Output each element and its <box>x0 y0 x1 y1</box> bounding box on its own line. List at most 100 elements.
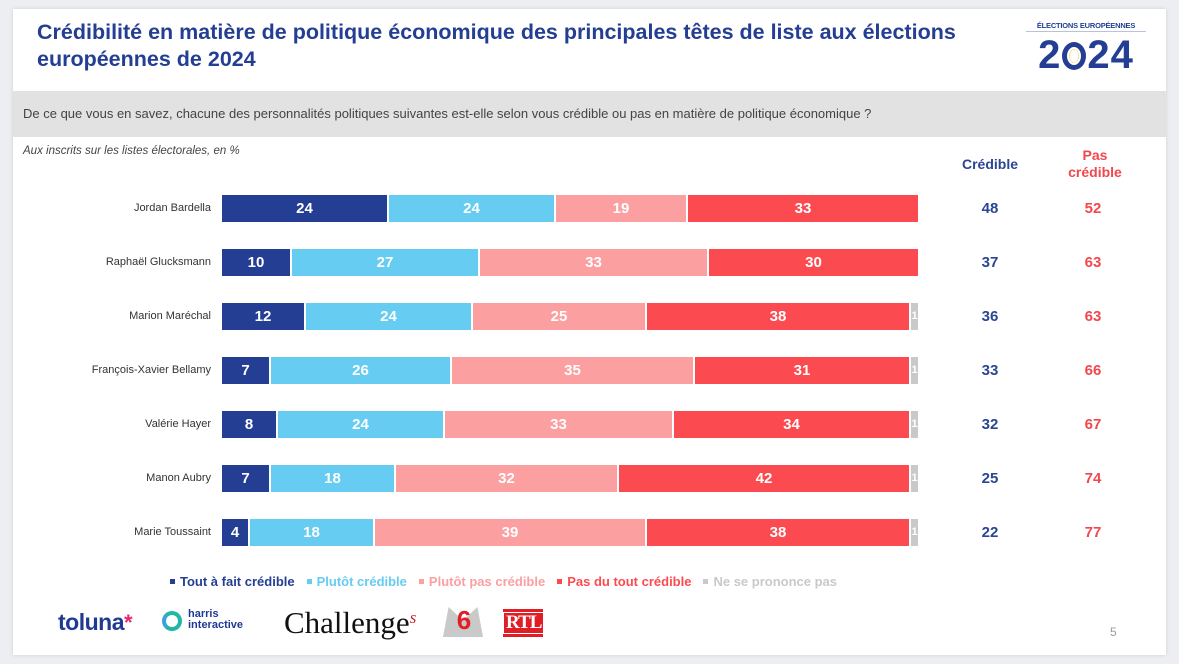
category-label: Raphaël Glucksmann <box>105 256 211 268</box>
challenges-logo-text: Challenge <box>284 605 410 640</box>
bar-segment-tout-a-fait-credible: 8 <box>222 411 278 438</box>
bar-segment-plutot-credible: 18 <box>250 519 375 546</box>
bar-segment-ne-se-prononce-pas: 1 <box>911 357 918 384</box>
column-header-pas-credible: Pas crédible <box>1050 147 1140 181</box>
column-header-pas-line2: crédible <box>1068 164 1122 180</box>
bar-segment-plutot-credible: 24 <box>389 195 556 222</box>
legend-swatch-icon <box>170 579 175 584</box>
logo-year-post: 24 <box>1087 33 1134 77</box>
bar-segment-plutot-pas-credible: 33 <box>480 249 709 276</box>
bar-segment-plutot-credible: 24 <box>278 411 445 438</box>
category-label: Valérie Hayer <box>145 418 211 430</box>
stacked-bar: 8 24 33 34 1 <box>222 411 918 438</box>
elections-2024-logo: ÉLECTIONS EUROPÉENNES 2 24 <box>1026 15 1146 75</box>
legend-label: Plutôt crédible <box>316 574 407 589</box>
bar-segment-pas-du-tout-credible: 34 <box>674 411 911 438</box>
chart-row: Jordan Bardella 24 24 19 33 48 52 <box>0 195 1179 222</box>
stacked-bar: 7 26 35 31 1 <box>222 357 918 384</box>
legend-label: Plutôt pas crédible <box>428 574 546 589</box>
total-credible: 25 <box>981 470 999 487</box>
total-credible: 48 <box>981 200 999 217</box>
stacked-bar: 12 24 25 38 1 <box>222 303 918 330</box>
legend-item-plutot-pas-credible: Plutôt pas crédible <box>418 574 546 589</box>
logo-year-pre: 2 <box>1038 33 1062 77</box>
harris-ring-icon <box>162 611 182 631</box>
chart-legend: Tout à fait crédible Plutôt crédible Plutô… <box>170 574 849 589</box>
rtl-logo: RTL <box>503 609 545 637</box>
total-pas-credible: 77 <box>1084 524 1102 541</box>
category-label: Manon Aubry <box>146 472 211 484</box>
bar-segment-plutot-pas-credible: 25 <box>473 303 647 330</box>
harris-interactive-logo: harris interactive <box>188 609 243 631</box>
bar-segment-pas-du-tout-credible: 38 <box>647 303 911 330</box>
bar-segment-tout-a-fait-credible: 7 <box>222 465 271 492</box>
m6-logo: 6 <box>443 605 483 637</box>
chart-row: Raphaël Glucksmann 10 27 33 30 37 63 <box>0 249 1179 276</box>
total-pas-credible: 67 <box>1084 416 1102 433</box>
bar-segment-tout-a-fait-credible: 24 <box>222 195 389 222</box>
legend-label: Tout à fait crédible <box>180 574 295 589</box>
bar-segment-plutot-credible: 24 <box>306 303 473 330</box>
total-pas-credible: 66 <box>1084 362 1102 379</box>
column-header-credible: Crédible <box>961 156 1018 172</box>
legend-label: Ne se prononce pas <box>713 574 838 589</box>
total-credible: 36 <box>981 308 999 325</box>
toluna-logo: toluna* <box>58 609 133 636</box>
logo-subtitle: ÉLECTIONS EUROPÉENNES <box>1026 21 1146 32</box>
bar-segment-tout-a-fait-credible: 4 <box>222 519 250 546</box>
bar-segment-plutot-credible: 18 <box>271 465 396 492</box>
bar-segment-plutot-pas-credible: 39 <box>375 519 647 546</box>
harris-logo-line2: interactive <box>188 619 244 631</box>
bar-segment-pas-du-tout-credible: 30 <box>709 249 918 276</box>
bar-segment-pas-du-tout-credible: 38 <box>647 519 911 546</box>
stacked-bar: 10 27 33 30 <box>222 249 918 276</box>
bar-segment-plutot-credible: 26 <box>271 357 452 384</box>
category-label: Marie Toussaint <box>134 526 211 538</box>
total-credible: 33 <box>981 362 999 379</box>
bar-segment-plutot-pas-credible: 35 <box>452 357 695 384</box>
bar-segment-pas-du-tout-credible: 31 <box>695 357 911 384</box>
bar-segment-plutot-pas-credible: 33 <box>445 411 674 438</box>
bar-segment-pas-du-tout-credible: 33 <box>688 195 918 222</box>
total-pas-credible: 63 <box>1084 308 1102 325</box>
bar-segment-ne-se-prononce-pas: 1 <box>911 519 918 546</box>
harris-logo-line1: harris <box>188 608 219 620</box>
total-pas-credible: 74 <box>1084 470 1102 487</box>
challenges-logo-s: s <box>409 608 417 627</box>
total-credible: 22 <box>981 524 999 541</box>
legend-item-plutot-credible: Plutôt crédible <box>306 574 407 589</box>
chart-row: Manon Aubry 7 18 32 42 1 25 74 <box>0 465 1179 492</box>
bar-segment-ne-se-prononce-pas: 1 <box>911 465 918 492</box>
total-pas-credible: 63 <box>1084 254 1102 271</box>
bar-segment-ne-se-prononce-pas: 1 <box>911 411 918 438</box>
column-header-pas-line1: Pas <box>1082 147 1108 163</box>
category-label: François-Xavier Bellamy <box>91 364 211 376</box>
logo-year: 2 24 <box>1026 35 1146 75</box>
legend-swatch-icon <box>557 579 563 584</box>
legend-swatch-icon <box>418 579 424 584</box>
stacked-bar: 7 18 32 42 1 <box>222 465 918 492</box>
category-label: Jordan Bardella <box>133 202 211 214</box>
chart-title: Crédibilité en matière de politique écon… <box>37 20 956 71</box>
bar-segment-plutot-pas-credible: 32 <box>396 465 619 492</box>
chart-row: Valérie Hayer 8 24 33 34 1 32 67 <box>0 411 1179 438</box>
rtl-logo-text: RTL <box>503 612 545 634</box>
legend-item-tout-a-fait-credible: Tout à fait crédible <box>170 574 295 589</box>
survey-question: De ce que vous en savez, chacune des per… <box>13 91 1166 137</box>
chart-row: Marion Maréchal 12 24 25 38 1 36 63 <box>0 303 1179 330</box>
m6-logo-six: 6 <box>456 605 472 635</box>
eu-stars-ring-icon <box>1062 42 1087 70</box>
stacked-bar: 24 24 19 33 <box>222 195 918 222</box>
bar-segment-plutot-pas-credible: 19 <box>556 195 688 222</box>
category-label: Marion Maréchal <box>129 310 211 322</box>
total-pas-credible: 52 <box>1084 200 1102 217</box>
chart-row: François-Xavier Bellamy 7 26 35 31 1 33 66 <box>0 357 1179 384</box>
bar-segment-tout-a-fait-credible: 12 <box>222 303 306 330</box>
stacked-bar: 4 18 39 38 1 <box>222 519 918 546</box>
legend-label: Pas du tout crédible <box>567 574 692 589</box>
challenges-logo: Challenges <box>284 605 416 641</box>
bar-segment-tout-a-fait-credible: 10 <box>222 249 292 276</box>
bar-segment-pas-du-tout-credible: 42 <box>619 465 911 492</box>
legend-swatch-icon <box>703 579 709 584</box>
total-credible: 32 <box>981 416 999 433</box>
